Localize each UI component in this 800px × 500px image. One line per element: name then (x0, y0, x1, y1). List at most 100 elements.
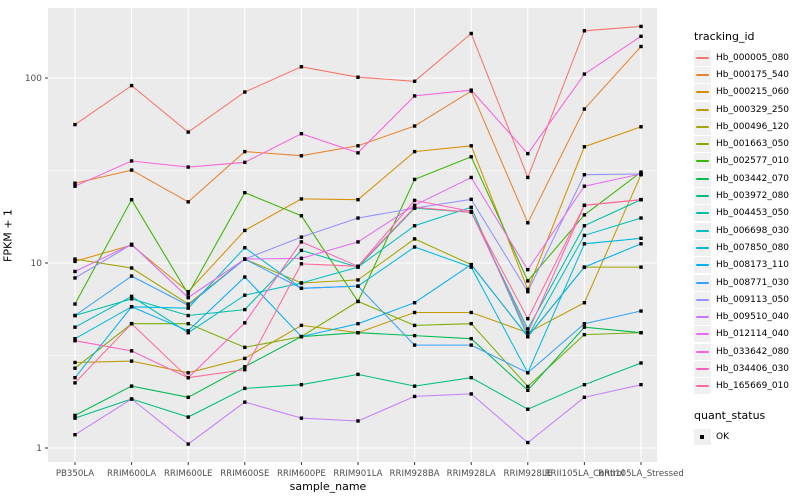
data-point-marker (73, 360, 77, 365)
data-point-marker (469, 88, 473, 92)
data-point-marker (582, 382, 587, 387)
data-point-marker (469, 175, 473, 180)
data-point-marker (186, 415, 190, 419)
legend-key-swatch (694, 188, 711, 205)
legend-key-swatch (694, 309, 711, 326)
data-point-marker (356, 264, 360, 268)
legend-item-Hb_033642_080: Hb_033642_080 (694, 343, 800, 360)
legend-color-line (696, 298, 709, 301)
data-point-marker (129, 83, 134, 88)
legend-item-label: Hb_008771_030 (716, 277, 790, 288)
data-point-marker (469, 155, 473, 159)
y-axis-title: FPKM + 1 (1, 209, 15, 262)
legend-key-swatch (694, 205, 711, 222)
legend-color-line (696, 367, 709, 370)
legend-item-Hb_000496_120: Hb_000496_120 (694, 118, 800, 135)
data-point-marker (243, 365, 247, 369)
legend-item-label: Hb_033642_080 (716, 346, 790, 357)
data-point-marker (639, 24, 643, 29)
legend-key-swatch (694, 257, 711, 274)
x-axis-title: sample_name (289, 480, 367, 493)
data-point-marker (582, 213, 587, 217)
data-point-marker (582, 224, 587, 228)
legend: tracking_id Hb_000005_080 Hb_000175_540 Hb… (694, 30, 800, 445)
x-tick-label: RRII105LA_Stressed (598, 469, 684, 479)
data-point-marker (412, 301, 417, 305)
legend-item-Hb_000005_080: Hb_000005_080 (694, 49, 800, 66)
data-point-marker (299, 131, 304, 136)
data-point-marker (186, 313, 190, 318)
data-point-marker (412, 149, 417, 154)
data-point-marker (412, 333, 417, 338)
legend-key-swatch (694, 274, 711, 291)
data-point-marker (299, 416, 304, 420)
legend-item-Hb_000329_250: Hb_000329_250 (694, 101, 800, 118)
legend-item-label: Hb_001663_050 (716, 139, 790, 150)
legend-color-line (696, 333, 709, 336)
data-point-marker (526, 388, 530, 393)
data-point-marker (356, 321, 360, 326)
legend-item-label: Hb_003442_070 (716, 173, 790, 184)
data-point-marker (639, 361, 643, 365)
data-point-marker (243, 90, 247, 94)
data-point-marker (299, 334, 304, 339)
legend-color-line (696, 91, 709, 94)
data-point-marker (129, 159, 134, 163)
data-point-marker (73, 122, 77, 127)
x-tick-label: RRIM600PE (277, 469, 326, 479)
data-point-marker (243, 190, 247, 195)
data-point-marker (582, 321, 587, 326)
data-point-marker (73, 257, 77, 261)
data-point-marker (129, 321, 134, 326)
legend-color-line (696, 316, 709, 319)
legend-item-label: Hb_012114_040 (716, 329, 790, 340)
data-point-marker (186, 295, 190, 300)
data-point-marker (73, 269, 77, 274)
data-point-marker (526, 316, 530, 321)
legend-item-Hb_000175_540: Hb_000175_540 (694, 66, 800, 83)
data-point-marker (186, 165, 190, 169)
legend-item-label: Hb_007850_080 (716, 242, 790, 253)
data-point-marker (412, 323, 417, 328)
data-point-marker (412, 198, 417, 203)
legend-key-swatch (694, 49, 711, 66)
data-point-marker (356, 299, 360, 304)
data-point-marker (299, 214, 304, 218)
x-tick-label: RRII105LA_Control (545, 469, 625, 479)
data-point-marker (129, 359, 134, 363)
data-point-marker (582, 72, 587, 76)
data-point-marker (639, 34, 643, 39)
legend-item-Hb_004453_050: Hb_004453_050 (694, 205, 800, 222)
legend-item-label: Hb_000005_080 (716, 52, 790, 63)
data-point-marker (639, 382, 643, 387)
data-point-marker (129, 384, 134, 388)
legend-item-label: Hb_004453_050 (716, 208, 790, 219)
data-point-marker (129, 274, 134, 278)
data-point-marker (243, 160, 247, 165)
data-point-marker (469, 392, 473, 396)
data-point-marker (299, 65, 304, 69)
data-point-marker (73, 276, 77, 280)
legend-quant-entries: OK (694, 428, 800, 445)
data-point-marker (582, 325, 587, 329)
data-point-marker (412, 343, 417, 347)
data-point-marker (526, 440, 530, 445)
data-point-marker (469, 31, 473, 36)
data-point-marker (186, 330, 190, 335)
data-point-marker (639, 172, 643, 176)
data-point-marker (356, 197, 360, 202)
legend-title-quant-status: quant_status (694, 408, 766, 422)
legend-item-label: Hb_034406_030 (716, 363, 790, 374)
legend-item-Hb_034406_030: Hb_034406_030 (694, 360, 800, 377)
data-point-marker (526, 221, 530, 225)
data-point-marker (129, 294, 134, 299)
legend-item-Hb_009510_040: Hb_009510_040 (694, 308, 800, 326)
data-point-marker (526, 175, 530, 180)
y-tick-label: 1 (36, 444, 42, 454)
data-point-marker (299, 281, 304, 285)
data-point-marker (299, 154, 304, 158)
data-point-marker (582, 145, 587, 149)
data-point-marker (526, 371, 530, 375)
data-point-marker (582, 107, 587, 111)
legend-item-label: Hb_000496_120 (716, 121, 790, 132)
